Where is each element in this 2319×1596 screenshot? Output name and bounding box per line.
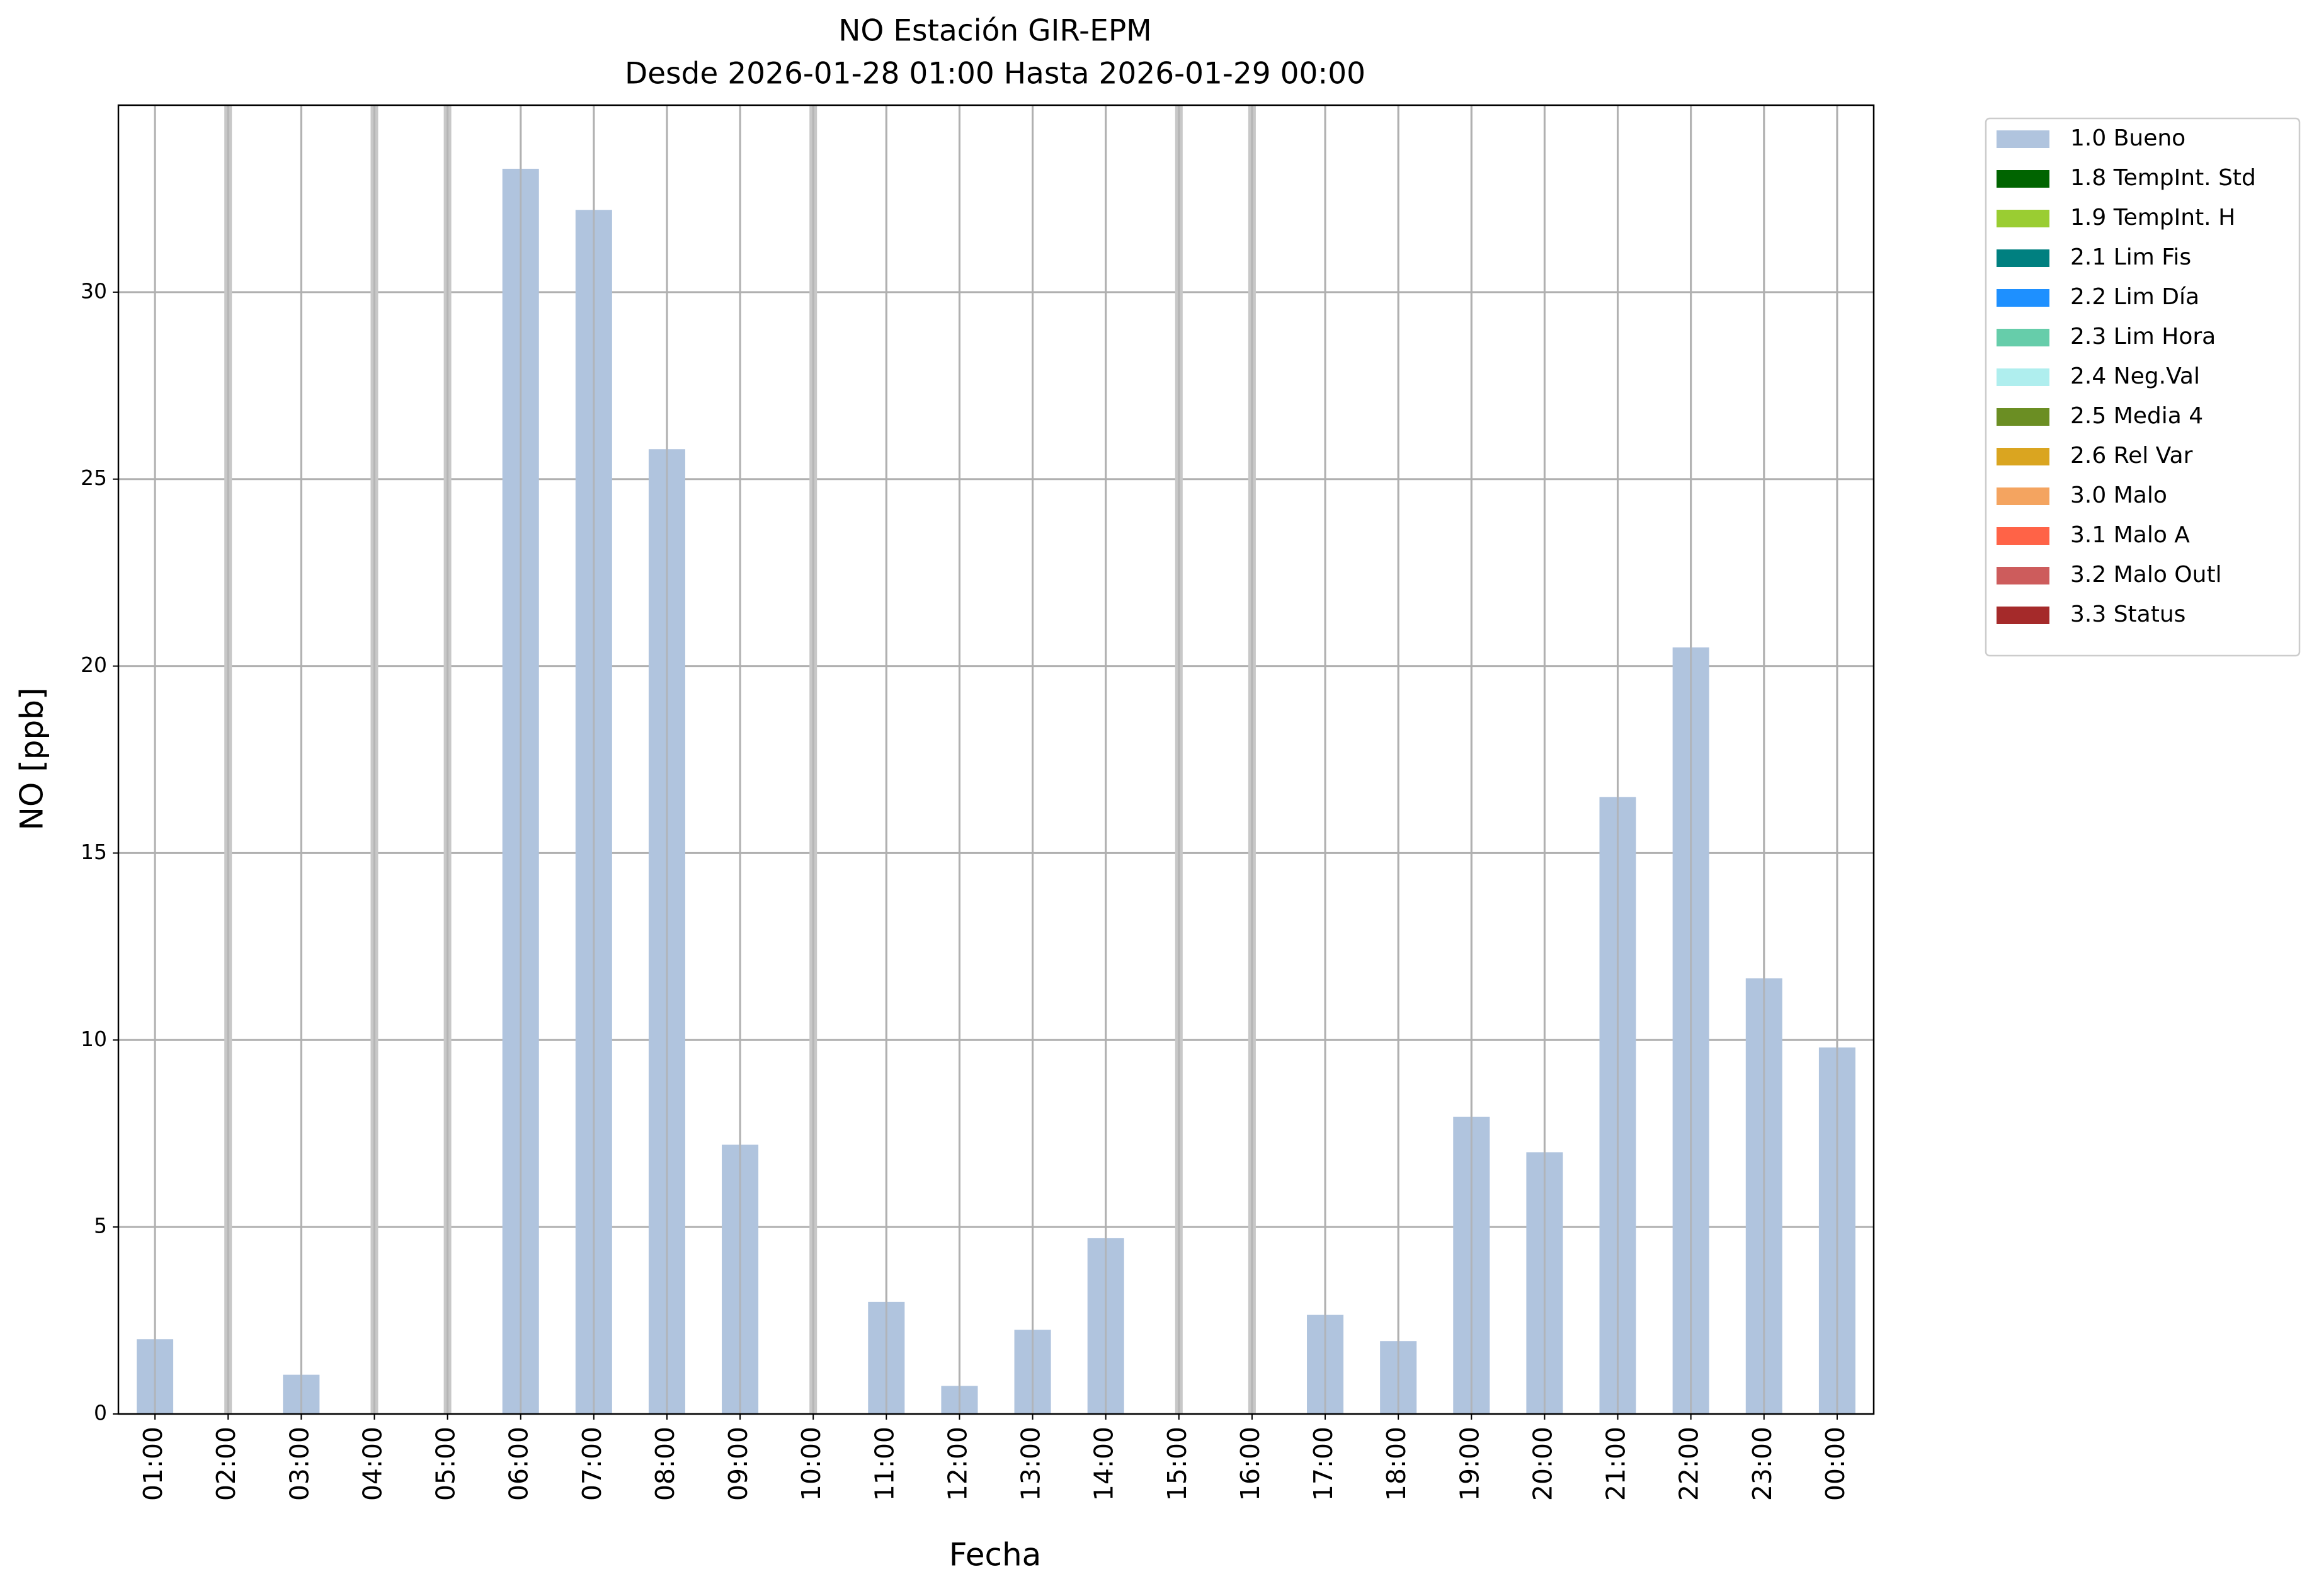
y-tick-label: 10 [81, 1027, 107, 1051]
y-tick-label: 0 [94, 1401, 107, 1425]
legend-label: 2.2 Lim Día [2070, 284, 2199, 310]
x-tick-label: 01:00 [138, 1427, 168, 1501]
x-tick-label: 18:00 [1381, 1427, 1411, 1501]
x-tick-label: 16:00 [1235, 1427, 1265, 1501]
x-tick-label: 00:00 [1820, 1427, 1850, 1501]
x-tick-label: 15:00 [1162, 1427, 1192, 1501]
legend-swatch [1997, 289, 2049, 307]
legend-swatch [1997, 249, 2049, 267]
x-tick-label: 05:00 [431, 1427, 461, 1501]
x-tick-label: 23:00 [1747, 1427, 1777, 1501]
legend-swatch [1997, 487, 2049, 505]
y-tick-label: 30 [81, 278, 107, 303]
x-tick-label: 17:00 [1308, 1427, 1338, 1501]
legend-label: 2.3 Lim Hora [2070, 324, 2216, 350]
x-tick-label: 10:00 [796, 1427, 826, 1501]
legend-swatch [1997, 170, 2049, 188]
x-tick-label: 19:00 [1454, 1427, 1484, 1501]
plot-frame [117, 104, 1875, 1415]
x-tick-label: 06:00 [504, 1427, 534, 1501]
legend-swatch [1997, 368, 2049, 386]
legend-swatch [1997, 527, 2049, 545]
x-tick-label: 08:00 [650, 1427, 680, 1501]
legend-label: 2.5 Media 4 [2070, 403, 2203, 429]
x-tick-label: 09:00 [723, 1427, 753, 1501]
y-axis-label: NO [ppb] [14, 688, 50, 831]
chart-subtitle: Desde 2026-01-28 01:00 Hasta 2026-01-29 … [625, 57, 1365, 91]
legend-label: 2.6 Rel Var [2070, 443, 2193, 469]
x-tick-label: 14:00 [1089, 1427, 1119, 1501]
x-tick-label: 03:00 [284, 1427, 314, 1501]
legend-swatch [1997, 210, 2049, 227]
legend-label: 1.0 Bueno [2070, 125, 2185, 151]
x-tick-label: 12:00 [942, 1427, 972, 1501]
legend-label: 3.1 Malo A [2070, 522, 2190, 548]
x-axis-label: Fecha [949, 1537, 1042, 1573]
legend-swatch [1997, 607, 2049, 624]
y-tick-label: 15 [81, 840, 107, 864]
y-tick-label: 20 [81, 653, 107, 677]
legend-swatch [1997, 448, 2049, 465]
legend-swatch [1997, 329, 2049, 346]
legend-box [1985, 117, 2301, 657]
legend-label: 3.3 Status [2070, 601, 2185, 627]
x-tick-label: 20:00 [1527, 1427, 1558, 1501]
legend-swatch [1997, 567, 2049, 584]
legend-label: 1.9 TempInt. H [2070, 205, 2235, 231]
legend-label: 1.8 TempInt. Std [2070, 165, 2256, 191]
legend-swatch [1997, 130, 2049, 148]
x-tick-label: 22:00 [1674, 1427, 1704, 1501]
x-tick-label: 04:00 [357, 1427, 387, 1501]
x-tick-label: 21:00 [1601, 1427, 1631, 1501]
legend-label: 3.2 Malo Outl [2070, 562, 2222, 588]
legend-label: 3.0 Malo [2070, 482, 2167, 508]
x-tick-label: 11:00 [869, 1427, 899, 1501]
legend-label: 2.1 Lim Fis [2070, 244, 2191, 270]
y-tick-label: 25 [81, 465, 107, 490]
x-tick-label: 13:00 [1016, 1427, 1046, 1501]
x-tick-label: 07:00 [577, 1427, 607, 1501]
x-tick-label: 02:00 [211, 1427, 241, 1501]
legend-label: 2.4 Neg.Val [2070, 363, 2200, 389]
legend-swatch [1997, 408, 2049, 426]
chart-title: NO Estación GIR-EPM [838, 14, 1151, 48]
y-tick-label: 5 [94, 1214, 107, 1238]
